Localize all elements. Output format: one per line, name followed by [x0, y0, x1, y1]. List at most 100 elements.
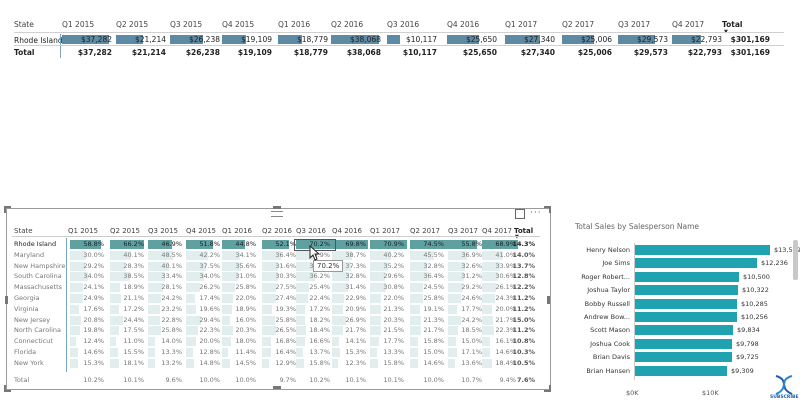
data-cell[interactable] — [410, 262, 427, 271]
data-cell[interactable] — [410, 240, 449, 249]
data-cell[interactable] — [70, 240, 101, 249]
data-cell[interactable] — [448, 305, 457, 314]
data-cell[interactable] — [332, 337, 339, 346]
salesperson-bar[interactable] — [634, 285, 738, 295]
data-cell[interactable] — [222, 326, 233, 335]
data-cell[interactable] — [186, 305, 196, 314]
data-cell[interactable] — [482, 316, 493, 325]
data-cell[interactable] — [262, 251, 281, 260]
data-cell[interactable] — [448, 337, 456, 346]
data-cell[interactable] — [110, 316, 123, 325]
column-header[interactable]: Q1 2017 — [370, 227, 401, 235]
data-cell[interactable] — [110, 240, 144, 249]
resize-handle-right[interactable] — [547, 296, 550, 304]
data-cell[interactable] — [148, 316, 160, 325]
data-cell[interactable] — [70, 316, 81, 325]
data-cell[interactable] — [370, 337, 379, 346]
row-label-state[interactable]: Georgia — [14, 294, 40, 302]
column-header[interactable]: Q2 2017 — [410, 227, 441, 235]
data-cell[interactable] — [410, 272, 429, 281]
data-cell[interactable] — [482, 262, 500, 271]
data-cell[interactable] — [262, 326, 276, 335]
data-cell[interactable] — [110, 283, 120, 292]
column-header[interactable]: Q3 2015 — [170, 20, 203, 29]
data-cell[interactable] — [410, 326, 421, 335]
data-cell[interactable] — [448, 294, 461, 303]
data-cell[interactable] — [110, 348, 118, 357]
row-label-state[interactable]: Maryland — [14, 251, 45, 259]
data-cell[interactable] — [370, 294, 381, 303]
data-cell[interactable] — [332, 251, 352, 260]
data-cell[interactable] — [296, 240, 333, 249]
data-cell[interactable] — [370, 348, 377, 357]
data-cell[interactable] — [148, 305, 160, 314]
data-cell[interactable] — [222, 283, 235, 292]
column-header[interactable]: Q4 2016 — [332, 227, 363, 235]
data-cell[interactable] — [296, 262, 313, 271]
column-header[interactable]: State — [14, 227, 33, 235]
column-header[interactable]: Q2 2016 — [262, 227, 293, 235]
resize-handle-corner-tl[interactable] — [4, 206, 11, 213]
data-cell[interactable] — [148, 240, 172, 249]
data-cell[interactable] — [148, 251, 173, 260]
salesperson-bar[interactable] — [634, 352, 732, 362]
ellipsis-icon[interactable]: ··· — [530, 208, 542, 218]
data-cell[interactable] — [482, 359, 492, 368]
data-cell[interactable] — [296, 283, 309, 292]
data-cell[interactable] — [332, 316, 346, 325]
column-header[interactable]: Q1 2015 — [68, 227, 99, 235]
salesperson-bar[interactable] — [634, 258, 757, 268]
row-label-state[interactable]: North Carolina — [14, 326, 61, 334]
data-cell[interactable] — [296, 251, 317, 260]
data-cell[interactable] — [296, 348, 303, 357]
data-cell[interactable] — [186, 316, 201, 325]
data-cell[interactable] — [186, 272, 204, 281]
column-header[interactable]: Q1 2016 — [222, 227, 253, 235]
data-cell[interactable] — [186, 359, 194, 368]
data-cell[interactable] — [332, 240, 368, 249]
subscribe-logo[interactable]: SUBSCRIBE — [770, 374, 799, 402]
data-cell[interactable] — [482, 348, 490, 357]
data-cell[interactable] — [448, 326, 458, 335]
data-cell[interactable] — [222, 251, 240, 260]
data-cell[interactable] — [448, 262, 465, 271]
chart-scrollbar[interactable] — [793, 240, 798, 280]
data-cell[interactable] — [332, 294, 344, 303]
data-cell[interactable] — [222, 316, 230, 325]
column-header[interactable]: Q4 2017 — [482, 227, 513, 235]
data-cell[interactable] — [110, 337, 116, 346]
data-cell[interactable] — [448, 251, 467, 260]
salesperson-bar[interactable] — [634, 272, 739, 282]
data-cell[interactable] — [222, 337, 231, 346]
data-cell[interactable] — [332, 272, 349, 281]
data-cell[interactable] — [222, 294, 233, 303]
data-cell[interactable] — [262, 305, 272, 314]
data-cell[interactable] — [70, 337, 76, 346]
data-cell[interactable] — [186, 251, 208, 260]
data-cell[interactable] — [448, 283, 463, 292]
data-cell[interactable] — [110, 251, 131, 260]
data-cell[interactable] — [222, 305, 232, 314]
data-cell[interactable] — [148, 337, 155, 346]
data-cell[interactable] — [70, 262, 85, 271]
data-cell[interactable] — [296, 316, 305, 325]
data-cell[interactable] — [110, 359, 119, 368]
row-label-state[interactable]: Virginia — [14, 305, 39, 313]
data-cell[interactable] — [332, 326, 343, 335]
data-cell[interactable] — [410, 294, 423, 303]
salesperson-bar[interactable] — [634, 366, 727, 376]
data-cell[interactable] — [70, 294, 83, 303]
column-header[interactable]: Q2 2015 — [116, 20, 149, 29]
data-cell[interactable] — [262, 359, 269, 368]
row-label-state[interactable]: South Carolina — [14, 272, 62, 280]
data-cell[interactable] — [222, 348, 228, 357]
data-cell[interactable] — [410, 316, 421, 325]
data-cell[interactable] — [482, 305, 492, 314]
row-label-state[interactable]: Connecticut — [14, 337, 53, 345]
data-cell[interactable] — [448, 348, 457, 357]
data-cell[interactable] — [410, 305, 420, 314]
data-cell[interactable] — [222, 272, 238, 281]
data-cell[interactable] — [222, 359, 230, 368]
data-cell[interactable] — [296, 294, 308, 303]
column-header[interactable]: Q4 2016 — [447, 20, 480, 29]
